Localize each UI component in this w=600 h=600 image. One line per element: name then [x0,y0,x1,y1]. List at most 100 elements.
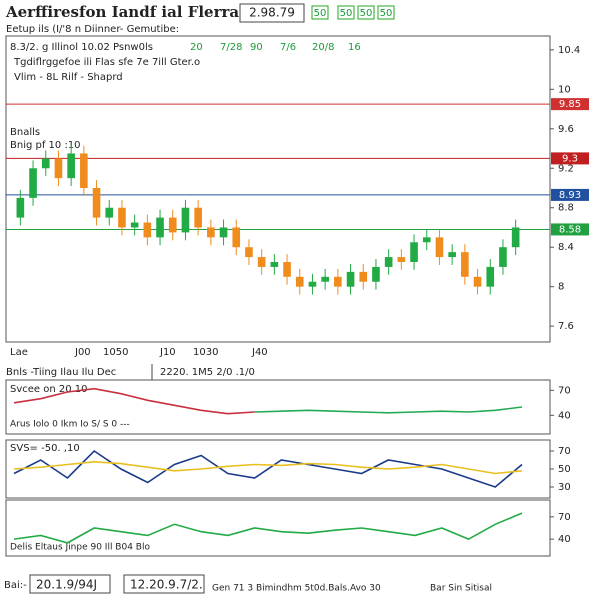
footer: Gen 71 3 Bimindhm 5t0d.Bals.Avo 30 [212,584,381,594]
button-label: 50 [360,8,373,19]
panel-text: SVS= -50. ,10 [10,443,80,454]
candle-body [397,257,406,262]
footer: Bai:- Lu [4,580,42,591]
y-tick-label: 40 [558,534,571,545]
candle-body [422,237,431,243]
footer: 20.1.9/94J [36,578,97,592]
info: Vlim - 8L Rilf - Shaprd [14,72,123,83]
candle-body [308,281,317,287]
candle-body [499,247,507,267]
y-tick-label: 70 [558,446,571,457]
field[interactable] [123,574,205,594]
price: 2.98.79 [249,6,295,20]
level-label: 9.85 [559,99,581,110]
button[interactable] [311,5,329,20]
indicator-line [13,387,255,415]
info-value: 7/6 [280,42,296,53]
indicator-line [254,406,523,414]
info-value: 20/8 [312,42,334,53]
y-tick-label: 8.8 [558,203,574,214]
indicator-line [13,449,523,488]
button-label: 50 [340,8,353,19]
y-tick-label: 9.2 [558,163,574,174]
level-tag [551,98,589,111]
level-label: 9.3 [562,153,578,164]
candle-body [410,242,418,262]
candle-body [194,207,202,228]
candle-body [321,276,329,282]
y-tick-label: 70 [558,512,571,523]
candle-body [372,266,380,282]
candle-body [29,168,37,198]
info: Tgdiflrggefoe ili Flas sfe 7e 7ill Gter.… [13,57,200,68]
candle-body [41,158,50,169]
candle-body [359,271,368,282]
y-tick-label: 7.6 [558,321,574,332]
time-label: J40 [251,347,268,358]
y-tick-label: 8 [558,282,564,293]
time-label: 1030 [193,347,218,358]
button[interactable] [337,5,355,20]
candle-body [207,227,215,238]
candle-body [283,262,291,277]
indicator-line [13,460,523,475]
field[interactable] [29,574,111,594]
candle-body [181,207,190,233]
level-tag [551,188,589,201]
info-value: 16 [348,42,361,53]
candle-body [168,217,177,233]
candle-body [245,247,253,258]
toolbar: 50 50 50 50 [311,5,395,20]
title: Aerffiresfon Iandf ial Flerraf Ferare [5,3,305,21]
candle-body [54,158,63,179]
y-tick-label: 30 [558,482,571,493]
candle-body [384,257,393,267]
panel-text: Arus Iolo 0 Ikm Io S/ S 0 --- [10,420,130,430]
info: 8.3/2. g Illinol 10.02 Psnw0ls [10,42,153,53]
button-label: 50 [314,8,327,19]
candle-body [105,207,114,218]
candle-body [461,252,469,277]
candle-body [511,227,520,248]
footer: Bar Sin Sitisal [430,584,492,594]
y-tick-label: 10 [558,84,571,95]
y-tick-label: 10.4 [558,45,580,56]
candle-body [435,237,444,258]
indicator-line [13,512,523,544]
note: Bnalls [10,127,40,138]
candle-body [130,222,139,228]
button[interactable] [377,5,395,20]
level-label: 8.58 [559,224,581,235]
candle-body [118,207,126,228]
candle-body [143,222,152,238]
level-tag [551,152,589,165]
info-value: 20 [190,42,203,53]
price-box [239,3,305,23]
candle-body [473,276,482,287]
y-tick-label: 40 [558,410,571,421]
panel-title: Bnls -Tiing Ilau Ilu Dec [6,367,116,378]
y-tick-label: 8.4 [558,242,574,253]
time-label: J00 [74,347,91,358]
main-panel [5,35,551,343]
candle-body [156,217,164,238]
candle-body [80,153,88,188]
candle-body [295,276,304,287]
y-tick-label: 70 [558,385,571,396]
footer: 12.20.9.7/2. [130,578,203,592]
candle-body [448,252,456,258]
note: Bnig pf 10 :10 [10,140,81,151]
level-label: 8.93 [559,190,581,201]
candle-body [486,266,495,287]
candle-body [16,197,25,218]
candle-body [270,262,279,267]
button[interactable] [357,5,375,20]
panel-title: 2220. 1M5 2/0 .1/0 [160,367,255,378]
info: Eetup ils (I/'8 n Diinner- Gemutibe: [6,24,179,35]
panel [5,499,551,557]
time-label: Lae [10,347,28,358]
candle-body [346,271,355,287]
candle-body [92,188,101,218]
candle-body [67,153,75,179]
